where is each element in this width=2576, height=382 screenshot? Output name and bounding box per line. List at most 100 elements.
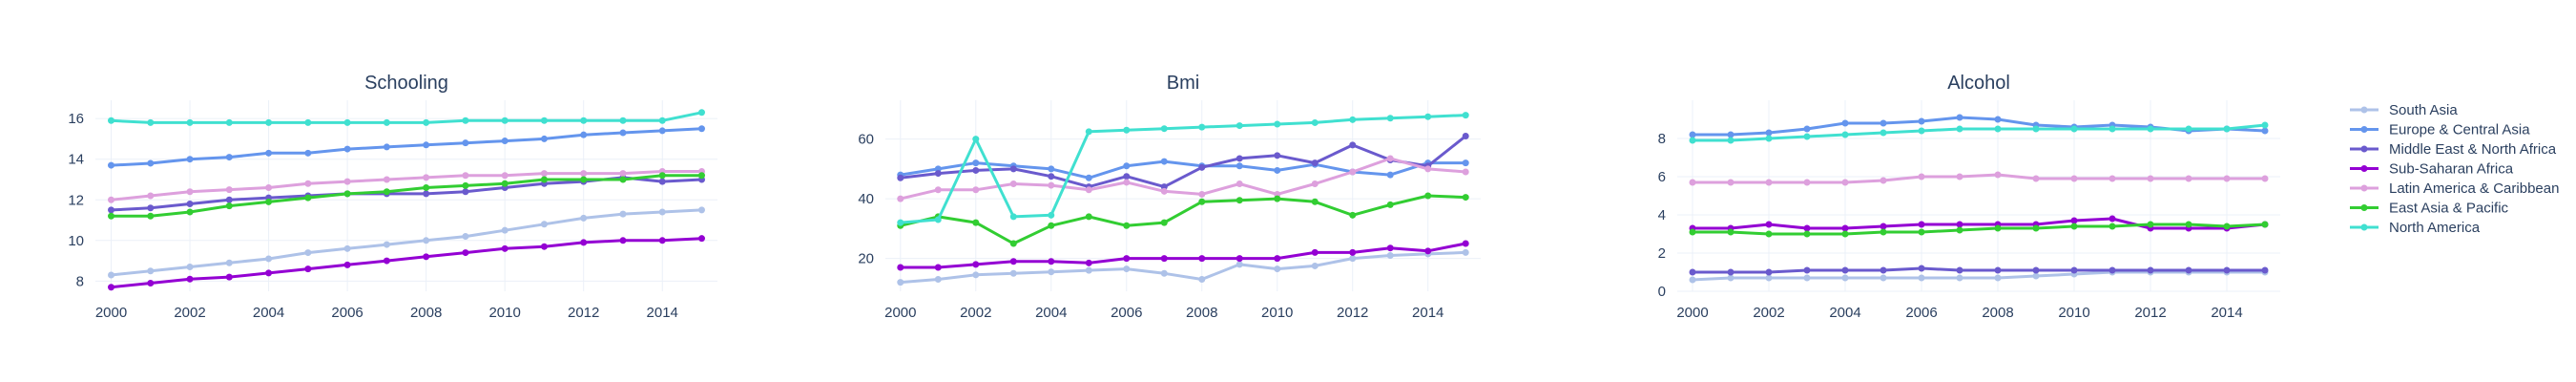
data-point[interactable] <box>1123 126 1131 134</box>
data-point[interactable] <box>2109 215 2116 223</box>
data-point[interactable] <box>1311 180 1319 187</box>
data-point[interactable] <box>225 154 233 161</box>
data-point[interactable] <box>2261 175 2269 182</box>
data-point[interactable] <box>1994 125 2002 133</box>
data-point[interactable] <box>697 109 705 117</box>
data-point[interactable] <box>225 196 233 203</box>
data-point[interactable] <box>186 208 194 216</box>
data-point[interactable] <box>1803 125 1811 133</box>
data-point[interactable] <box>1349 116 1357 123</box>
data-point[interactable] <box>1765 221 1773 228</box>
data-point[interactable] <box>1918 117 1925 125</box>
data-point[interactable] <box>2032 266 2040 274</box>
data-point[interactable] <box>1274 166 1281 174</box>
data-point[interactable] <box>1841 131 1849 138</box>
data-point[interactable] <box>580 176 588 183</box>
data-point[interactable] <box>897 279 904 286</box>
data-point[interactable] <box>1048 181 1055 189</box>
data-point[interactable] <box>423 183 430 191</box>
data-point[interactable] <box>2147 125 2154 133</box>
data-point[interactable] <box>2223 266 2231 274</box>
data-point[interactable] <box>934 264 942 271</box>
data-point[interactable] <box>423 141 430 149</box>
data-point[interactable] <box>1274 255 1281 263</box>
data-point[interactable] <box>1123 179 1131 186</box>
data-point[interactable] <box>2032 175 2040 182</box>
data-point[interactable] <box>2147 175 2154 182</box>
data-point[interactable] <box>1803 179 1811 186</box>
data-point[interactable] <box>1765 135 1773 142</box>
data-point[interactable] <box>304 118 312 126</box>
data-point[interactable] <box>1841 224 1849 232</box>
data-point[interactable] <box>2185 221 2192 228</box>
data-point[interactable] <box>225 259 233 266</box>
data-point[interactable] <box>383 118 390 126</box>
data-point[interactable] <box>265 149 273 157</box>
data-point[interactable] <box>1880 129 1887 137</box>
data-point[interactable] <box>1880 228 1887 236</box>
data-point[interactable] <box>1424 113 1432 120</box>
data-point[interactable] <box>540 176 548 183</box>
data-point[interactable] <box>1765 179 1773 186</box>
data-point[interactable] <box>501 138 509 145</box>
data-point[interactable] <box>972 186 980 194</box>
data-point[interactable] <box>540 221 548 228</box>
data-point[interactable] <box>462 188 469 196</box>
data-point[interactable] <box>2032 224 2040 232</box>
data-point[interactable] <box>1386 115 1394 122</box>
data-point[interactable] <box>343 261 351 268</box>
data-point[interactable] <box>580 117 588 124</box>
data-point[interactable] <box>1689 228 1696 236</box>
data-point[interactable] <box>2223 175 2231 182</box>
data-point[interactable] <box>1236 122 1243 130</box>
data-point[interactable] <box>1386 155 1394 162</box>
data-point[interactable] <box>2261 266 2269 274</box>
data-point[interactable] <box>1048 165 1055 173</box>
data-point[interactable] <box>619 237 627 244</box>
data-point[interactable] <box>540 135 548 142</box>
data-point[interactable] <box>1956 221 1963 228</box>
data-point[interactable] <box>383 257 390 265</box>
data-point[interactable] <box>147 159 155 167</box>
data-point[interactable] <box>1462 133 1469 139</box>
data-point[interactable] <box>1727 228 1735 236</box>
data-point[interactable] <box>1274 152 1281 159</box>
data-point[interactable] <box>1236 162 1243 170</box>
data-point[interactable] <box>658 178 666 185</box>
data-point[interactable] <box>1994 274 2002 282</box>
data-point[interactable] <box>619 129 627 137</box>
data-point[interactable] <box>1424 165 1432 173</box>
data-point[interactable] <box>1349 248 1357 256</box>
data-point[interactable] <box>2109 266 2116 274</box>
data-point[interactable] <box>1727 131 1735 138</box>
data-point[interactable] <box>619 210 627 218</box>
data-point[interactable] <box>1841 230 1849 238</box>
data-point[interactable] <box>1386 244 1394 252</box>
data-point[interactable] <box>1918 127 1925 135</box>
data-point[interactable] <box>1048 211 1055 219</box>
data-point[interactable] <box>1311 118 1319 126</box>
data-point[interactable] <box>972 219 980 226</box>
data-point[interactable] <box>1918 265 1925 272</box>
data-point[interactable] <box>265 269 273 277</box>
data-point[interactable] <box>108 271 115 279</box>
data-point[interactable] <box>383 241 390 248</box>
data-point[interactable] <box>304 249 312 257</box>
data-point[interactable] <box>343 244 351 252</box>
data-point[interactable] <box>462 139 469 147</box>
data-point[interactable] <box>186 156 194 163</box>
data-point[interactable] <box>265 183 273 191</box>
data-point[interactable] <box>1386 171 1394 179</box>
data-point[interactable] <box>1160 158 1168 165</box>
data-point[interactable] <box>1994 116 2002 123</box>
data-point[interactable] <box>580 214 588 222</box>
data-point[interactable] <box>1956 114 1963 121</box>
data-point[interactable] <box>1918 274 1925 282</box>
data-point[interactable] <box>147 212 155 220</box>
legend-item-europe-central-asia[interactable]: Europe & Central Asia <box>2350 122 2530 138</box>
data-point[interactable] <box>897 174 904 181</box>
data-point[interactable] <box>462 249 469 257</box>
data-point[interactable] <box>147 192 155 200</box>
data-point[interactable] <box>1956 274 1963 282</box>
data-point[interactable] <box>1274 265 1281 273</box>
